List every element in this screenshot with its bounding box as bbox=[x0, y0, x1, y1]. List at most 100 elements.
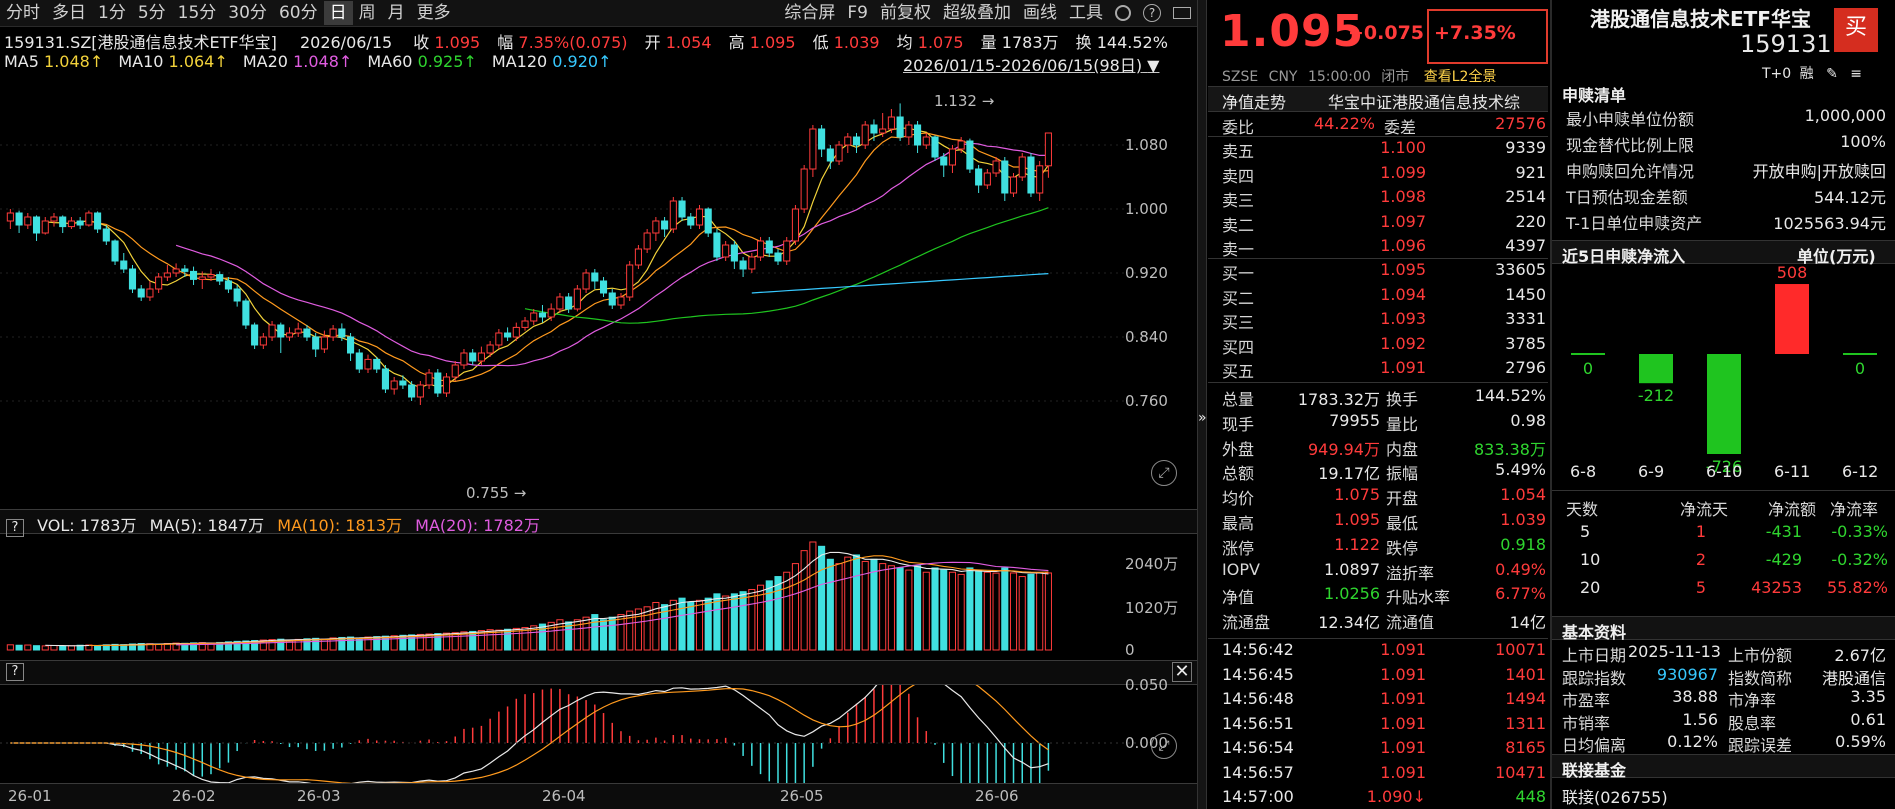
buy-button[interactable]: 买 bbox=[1834, 8, 1878, 52]
stat-value: 0.49% bbox=[1495, 559, 1546, 579]
stat-label: 最高 bbox=[1222, 514, 1255, 533]
candle-body bbox=[1018, 156, 1026, 178]
vol-help-icon[interactable]: ? bbox=[6, 519, 24, 537]
basic-value: 2.67亿 bbox=[1834, 646, 1886, 665]
candle-body bbox=[85, 212, 93, 226]
ma5-label: MA5 bbox=[4, 52, 39, 71]
volume-bar bbox=[914, 565, 922, 651]
book-divider bbox=[1208, 258, 1548, 259]
macd-header bbox=[0, 660, 1197, 685]
stat-value: 14亿 bbox=[1509, 613, 1546, 633]
menu-icon[interactable]: ≡ bbox=[1850, 66, 1863, 82]
net-flow-days: 2 bbox=[1695, 550, 1706, 569]
volume-bar bbox=[338, 636, 346, 651]
book-label: 卖四 bbox=[1222, 166, 1255, 186]
tool-menu-item[interactable]: 综合屏 bbox=[784, 3, 836, 23]
candle-body bbox=[1044, 132, 1052, 167]
period-tab[interactable]: 周 bbox=[358, 3, 376, 23]
volume-bar bbox=[887, 565, 895, 651]
candle-body bbox=[399, 380, 407, 386]
tool-menu-item[interactable]: 超级叠加 bbox=[943, 3, 1011, 23]
basic-label: 日均偏离 bbox=[1562, 736, 1627, 755]
tick-volume: 448 bbox=[1515, 787, 1546, 806]
flow-header-bg bbox=[1552, 240, 1895, 264]
dropdown-icon[interactable]: ▼ bbox=[1147, 56, 1160, 75]
period-tab[interactable]: 更多 bbox=[416, 3, 451, 23]
volume-bar bbox=[242, 640, 250, 651]
tool-menu-item[interactable]: 工具 bbox=[1069, 3, 1103, 23]
candle-body bbox=[495, 332, 503, 346]
vol-info: ? VOL: 1783万 MA(5): 1847万 MA(10): 1813万 … bbox=[6, 512, 540, 537]
candle-body bbox=[102, 228, 110, 242]
candle-body bbox=[477, 352, 485, 362]
volume-bar bbox=[826, 558, 834, 651]
volume-bar bbox=[41, 645, 49, 651]
low-mark-text: 0.755 bbox=[466, 484, 509, 502]
stat-value: 1783.32万 bbox=[1297, 390, 1380, 409]
x-axis-bar bbox=[0, 783, 1197, 809]
period-tab[interactable]: 多日 bbox=[52, 3, 86, 23]
zoom-icon-macd[interactable]: ⤢ bbox=[1151, 733, 1177, 759]
volume-bar bbox=[408, 634, 416, 651]
price-pct: +7.35% bbox=[1434, 22, 1516, 44]
l2-link[interactable]: 查看L2全景 bbox=[1423, 69, 1497, 85]
period-tabs: 分时 多日 1分 5分 15分 30分 60分日周月更多 bbox=[0, 1, 457, 25]
date: 2026/06/15 bbox=[299, 33, 393, 52]
volume-bar bbox=[739, 591, 747, 651]
book-label: 买四 bbox=[1222, 337, 1255, 357]
macd-help-icon[interactable]: ? bbox=[6, 663, 24, 681]
stat-label: 总额 bbox=[1222, 464, 1255, 484]
volume-bar bbox=[381, 635, 390, 651]
nav-tab[interactable]: 净值走势 bbox=[1222, 93, 1287, 112]
panel-divider[interactable] bbox=[1197, 0, 1207, 809]
book-price: 1.097 bbox=[1380, 211, 1426, 231]
sub-value: 544.12元 bbox=[1814, 188, 1886, 207]
volume-bar bbox=[329, 637, 337, 651]
volume-bar bbox=[966, 567, 974, 651]
fund-code: 159131 bbox=[1740, 30, 1832, 58]
volume-bar bbox=[730, 593, 738, 651]
high-mark: 1.132 → bbox=[934, 92, 995, 110]
book-label: 卖三 bbox=[1222, 191, 1255, 210]
period-tab[interactable]: 1分 bbox=[98, 3, 126, 23]
layout-icon[interactable] bbox=[1173, 7, 1191, 19]
book-label: 买三 bbox=[1222, 313, 1255, 332]
pen-icon[interactable]: ✎ bbox=[1826, 66, 1838, 82]
help-icon[interactable]: ? bbox=[1143, 4, 1161, 22]
close-icon[interactable]: ✕ bbox=[1172, 662, 1192, 682]
tool-menu-item[interactable]: F9 bbox=[847, 3, 868, 23]
volume-bar bbox=[224, 641, 232, 651]
period-tab[interactable]: 日 bbox=[323, 1, 353, 25]
volume-bar bbox=[695, 599, 704, 651]
tool-menu-item[interactable]: 前复权 bbox=[880, 3, 931, 23]
volume-bar bbox=[992, 572, 1000, 651]
volume-bar bbox=[599, 619, 608, 651]
net-head-cell: 天数 bbox=[1566, 500, 1599, 519]
settings-icon[interactable] bbox=[1115, 5, 1131, 21]
period-tab[interactable]: 30分 bbox=[228, 3, 267, 23]
link-fund[interactable]: 联接(026755) bbox=[1562, 788, 1668, 807]
volume-bar bbox=[704, 597, 712, 651]
period-tab[interactable]: 15分 bbox=[177, 3, 217, 23]
collapse-icon[interactable]: » bbox=[1198, 410, 1207, 426]
period-tab[interactable]: 60分 bbox=[278, 3, 318, 23]
period-tab[interactable]: 5分 bbox=[137, 3, 166, 23]
candle-body bbox=[957, 140, 965, 150]
period-tab[interactable]: 月 bbox=[387, 3, 405, 23]
vol-ma-line bbox=[88, 555, 1049, 647]
tick-price: 1.091 bbox=[1380, 664, 1426, 684]
date-range[interactable]: 2026/01/15-2026/06/15(98日) ▼ bbox=[903, 52, 1159, 76]
tick-time: 14:56:57 bbox=[1222, 762, 1294, 782]
index-tab[interactable]: 华宝中证港股通信息技术综 bbox=[1328, 93, 1521, 112]
tool-menu-item[interactable]: 画线 bbox=[1023, 3, 1057, 23]
candle-body bbox=[844, 136, 852, 146]
volume-bar bbox=[844, 556, 852, 651]
flow-day: 6-11 bbox=[1774, 462, 1811, 481]
candle-body bbox=[381, 368, 390, 390]
period-tab[interactable]: 分时 bbox=[6, 3, 40, 23]
volume-bar bbox=[931, 567, 939, 651]
stat-label: 开盘 bbox=[1386, 489, 1419, 509]
zoom-icon[interactable]: ⤢ bbox=[1151, 460, 1177, 486]
turn-label: 换 bbox=[1075, 33, 1092, 52]
volume-bar bbox=[312, 637, 320, 651]
